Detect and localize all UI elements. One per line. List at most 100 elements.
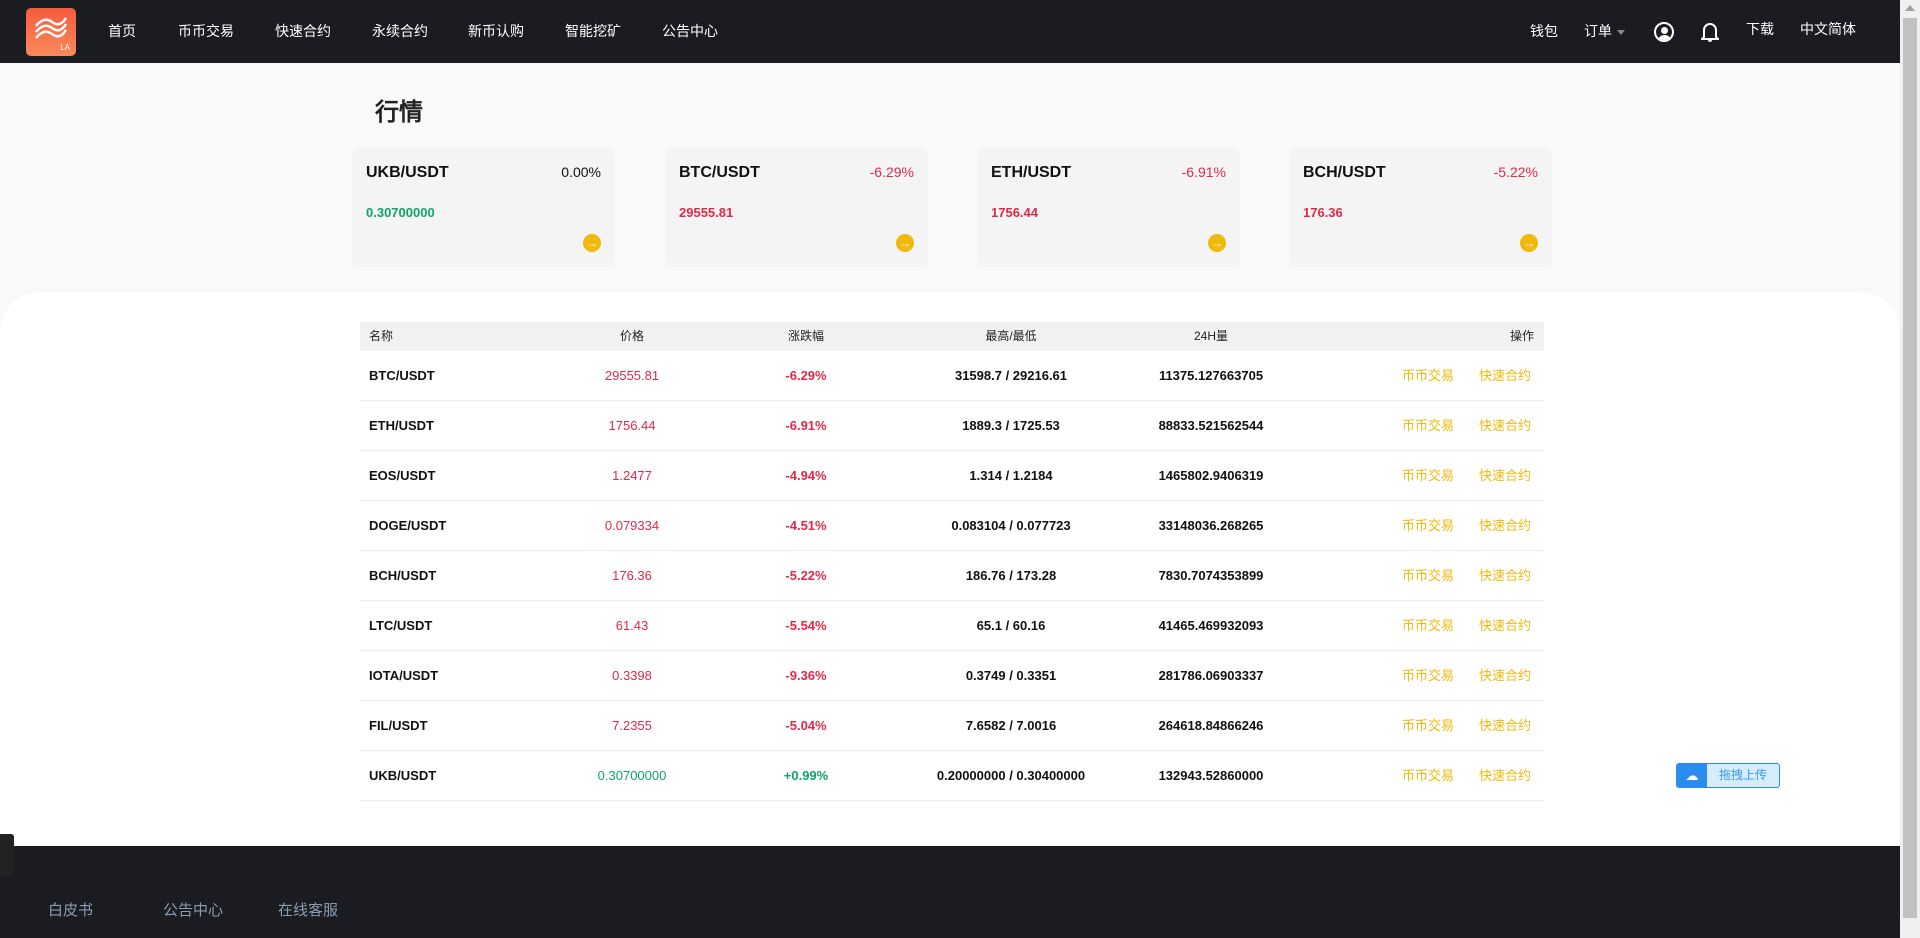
row-price: 1.2477 [612, 468, 652, 483]
row-high-low: 0.083104 / 0.077723 [951, 518, 1071, 533]
row-change: +0.99% [783, 768, 829, 783]
quick-contract-link[interactable]: 快速合约 [1478, 768, 1532, 783]
logo-text: LA [60, 43, 70, 52]
card-price: 1756.44 [991, 205, 1038, 220]
row-volume: 1465802.9406319 [1158, 468, 1264, 483]
card-price: 176.36 [1303, 205, 1343, 220]
quick-contract-link[interactable]: 快速合约 [1478, 368, 1532, 383]
nav-wallet[interactable]: 钱包 [1530, 23, 1558, 39]
row-change: -6.29% [785, 368, 827, 383]
nav-smart-mining[interactable]: 智能挖矿 [565, 23, 621, 39]
row-symbol: UKB/USDT [369, 768, 437, 783]
drag-upload-button[interactable]: ☁ 拖拽上传 [1676, 763, 1780, 788]
nav-orders[interactable]: 订单 [1584, 0, 1625, 63]
scroll-up-arrow-icon[interactable] [1905, 5, 1915, 11]
row-high-low: 186.76 / 173.28 [965, 568, 1057, 583]
upload-label: 拖拽上传 [1718, 768, 1767, 782]
footer-online-support[interactable]: 在线客服 [278, 902, 339, 919]
quick-contract-link[interactable]: 快速合约 [1478, 718, 1532, 733]
nav-perpetual-contract[interactable]: 永续合约 [372, 23, 428, 39]
row-price: 1756.44 [608, 418, 656, 433]
scrollbar-thumb[interactable] [1903, 18, 1917, 918]
card-change: 0.00% [561, 164, 601, 180]
row-volume: 33148036.268265 [1158, 518, 1264, 533]
nav-download[interactable]: 下载 [1746, 21, 1774, 37]
bell-icon[interactable] [1701, 21, 1719, 43]
arrow-right-icon[interactable]: → [896, 234, 914, 252]
cloud-icon: ☁ [1677, 764, 1707, 787]
footer: 白皮书 公告中心 在线客服 [0, 846, 1900, 938]
col-price: 价格 [619, 329, 645, 343]
row-high-low: 1889.3 / 1725.53 [962, 418, 1060, 433]
row-symbol: ETH/USDT [369, 418, 434, 433]
top-nav-bar: LA 首页 币币交易 快速合约 永续合约 新币认购 智能挖矿 公告中心 钱包 订… [0, 0, 1900, 63]
spot-trade-link[interactable]: 币币交易 [1401, 668, 1455, 683]
row-change: -5.54% [785, 618, 827, 633]
card-price: 0.30700000 [366, 205, 435, 220]
row-price: 0.3398 [612, 668, 652, 683]
card-symbol: BCH/USDT [1303, 164, 1386, 181]
side-meter-widget [0, 834, 14, 876]
row-symbol: DOGE/USDT [369, 518, 447, 533]
row-change: -5.22% [785, 568, 827, 583]
table-row[interactable]: DOGE/USDT 0.079334 -4.51% 0.083104 / 0.0… [360, 501, 1544, 551]
arrow-right-icon[interactable]: → [1208, 234, 1226, 252]
nav-spot-trading[interactable]: 币币交易 [178, 23, 234, 39]
row-symbol: FIL/USDT [369, 718, 428, 733]
table-row[interactable]: FIL/USDT 7.2355 -5.04% 7.6582 / 7.0016 2… [360, 701, 1544, 751]
language-selector[interactable]: 中文简体 [1800, 21, 1856, 37]
row-volume: 132943.52860000 [1158, 768, 1264, 783]
nav-new-coin-subscription[interactable]: 新币认购 [468, 23, 524, 39]
arrow-right-icon[interactable]: → [1520, 234, 1538, 252]
user-icon[interactable] [1654, 22, 1674, 42]
market-card[interactable]: BCH/USDT -5.22% 176.36 → [1289, 148, 1552, 267]
table-row[interactable]: UKB/USDT 0.30700000 +0.99% 0.20000000 / … [360, 751, 1544, 801]
spot-trade-link[interactable]: 币币交易 [1401, 768, 1455, 783]
market-card[interactable]: ETH/USDT -6.91% 1756.44 → [977, 148, 1240, 267]
row-change: -5.04% [785, 718, 827, 733]
arrow-right-icon[interactable]: → [583, 234, 601, 252]
row-high-low: 31598.7 / 29216.61 [954, 368, 1068, 383]
market-card[interactable]: UKB/USDT 0.00% 0.30700000 → [352, 148, 615, 267]
col-action: 操作 [1509, 329, 1534, 343]
table-row[interactable]: BCH/USDT 176.36 -5.22% 186.76 / 173.28 7… [360, 551, 1544, 601]
row-high-low: 7.6582 / 7.0016 [965, 718, 1057, 733]
quick-contract-link[interactable]: 快速合约 [1478, 618, 1532, 633]
quick-contract-link[interactable]: 快速合约 [1478, 668, 1532, 683]
table-row[interactable]: BTC/USDT 29555.81 -6.29% 31598.7 / 29216… [360, 351, 1544, 401]
card-change: -6.29% [869, 164, 914, 180]
footer-announcements[interactable]: 公告中心 [163, 902, 224, 919]
nav-quick-contract[interactable]: 快速合约 [275, 23, 331, 39]
quick-contract-link[interactable]: 快速合约 [1478, 468, 1532, 483]
footer-whitepaper[interactable]: 白皮书 [48, 902, 94, 919]
quick-contract-link[interactable]: 快速合约 [1478, 418, 1532, 433]
spot-trade-link[interactable]: 币币交易 [1401, 718, 1455, 733]
logo-waves-icon [35, 17, 68, 39]
table-row[interactable]: LTC/USDT 61.43 -5.54% 65.1 / 60.16 41465… [360, 601, 1544, 651]
spot-trade-link[interactable]: 币币交易 [1401, 468, 1455, 483]
card-price: 29555.81 [679, 205, 734, 220]
spot-trade-link[interactable]: 币币交易 [1401, 568, 1455, 583]
table-row[interactable]: IOTA/USDT 0.3398 -9.36% 0.3749 / 0.3351 … [360, 651, 1544, 701]
quick-contract-link[interactable]: 快速合约 [1478, 568, 1532, 583]
row-symbol: BCH/USDT [369, 568, 437, 583]
table-row[interactable]: EOS/USDT 1.2477 -4.94% 1.314 / 1.2184 14… [360, 451, 1544, 501]
nav-home[interactable]: 首页 [108, 23, 136, 39]
spot-trade-link[interactable]: 币币交易 [1401, 618, 1455, 633]
market-card[interactable]: BTC/USDT -6.29% 29555.81 → [665, 148, 928, 267]
table-row[interactable]: ETH/USDT 1756.44 -6.91% 1889.3 / 1725.53… [360, 401, 1544, 451]
row-symbol: IOTA/USDT [369, 668, 439, 683]
row-price: 29555.81 [604, 368, 660, 383]
spot-trade-link[interactable]: 币币交易 [1401, 368, 1455, 383]
quick-contract-link[interactable]: 快速合约 [1478, 518, 1532, 533]
row-volume: 88833.521562544 [1158, 418, 1264, 433]
card-symbol: BTC/USDT [679, 164, 760, 181]
row-high-low: 0.20000000 / 0.30400000 [936, 768, 1086, 783]
nav-announcements[interactable]: 公告中心 [662, 23, 718, 39]
spot-trade-link[interactable]: 币币交易 [1401, 418, 1455, 433]
spot-trade-link[interactable]: 币币交易 [1401, 518, 1455, 533]
page-scrollbar[interactable] [1900, 0, 1920, 938]
col-name: 名称 [369, 329, 394, 343]
card-symbol: UKB/USDT [366, 164, 449, 181]
logo[interactable]: LA [26, 8, 76, 56]
